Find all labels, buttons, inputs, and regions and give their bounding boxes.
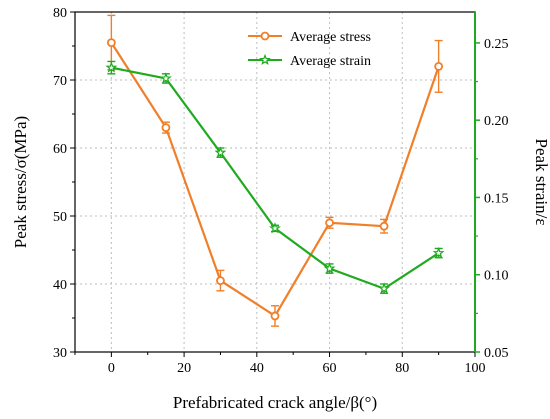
y-tick-label: 50 [53,210,67,225]
data-point [216,276,225,286]
y-tick-label: 60 [53,142,67,157]
data-point [159,72,172,84]
y2-tick-label: 0.10 [484,269,509,284]
y-axis-label: Peak stress/σ(MPa) [11,116,30,248]
x-tick-label: 60 [323,361,337,376]
series-line [111,66,440,290]
data-point [270,311,280,321]
y-tick-label: 70 [53,74,67,89]
series-0 [106,14,444,327]
grid [75,12,475,352]
data-point [323,262,336,274]
data-point [106,38,116,47]
y2-tick-label: 0.15 [484,191,509,206]
data-point [214,146,227,158]
plot-frame [74,11,476,353]
x-tick-label: 20 [177,361,191,376]
x-tick-label: 80 [395,361,409,376]
y2-axis-label: Peak strain/ε [532,139,550,226]
data-point [378,282,391,294]
y2-tick-label: 0.25 [484,37,509,52]
data-point [105,61,118,73]
data-point [269,222,281,234]
series-layer [105,14,445,327]
x-tick-label: 0 [108,361,115,376]
legend-strain-marker [259,53,271,66]
data-point [161,123,171,132]
y-tick-label: 30 [53,346,67,361]
legend-stress-label: Average stress [290,30,371,45]
data-point [434,62,444,71]
legend-stress-marker [260,31,270,41]
y-tick-label: 80 [53,6,67,21]
y2-tick-label: 0.20 [484,114,509,129]
legend-strain-label: Average strain [290,54,371,69]
series-line [110,42,440,318]
series-1 [105,60,445,294]
x-axis-label: Prefabricated crack angle/β(°) [173,393,377,412]
x-tick-label: 100 [465,361,486,376]
data-point [325,218,334,228]
y2-tick-label: 0.05 [484,346,509,361]
data-point [379,221,389,231]
axis-ticks: 0 20 40 60 80 100 30 40 50 60 70 80 0.05 0.10 0.15 0.20… [53,6,509,376]
x-tick-label: 40 [250,361,264,376]
legend: Average stress Average strain [248,30,371,69]
y-tick-label: 40 [53,278,67,293]
data-point [432,246,445,259]
